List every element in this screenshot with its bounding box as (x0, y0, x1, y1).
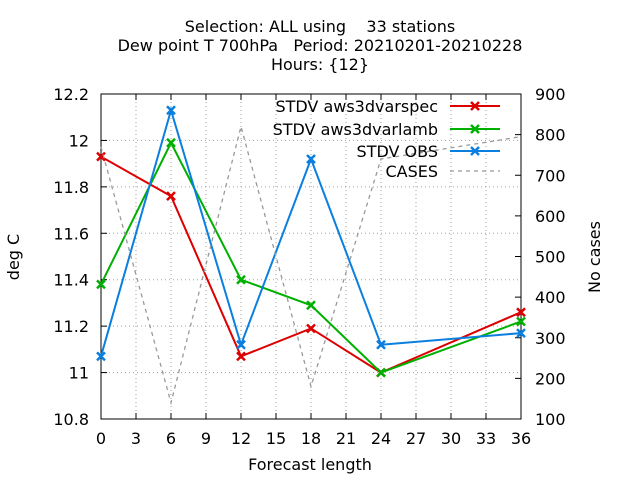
y2-tick-label: 900 (535, 85, 566, 104)
legend-label: STDV aws3dvarlamb (273, 120, 438, 139)
y-axis-label: deg C (4, 234, 23, 280)
x-tick-label: 9 (201, 429, 211, 448)
x-tick-label: 15 (266, 429, 286, 448)
data-point-marker (306, 300, 316, 311)
title-line-3: Hours: {12} (270, 55, 370, 74)
data-point-marker (516, 307, 526, 318)
y-tick-label: 11.6 (53, 224, 89, 243)
data-point-marker (516, 316, 526, 327)
axis-ticks: 0 3 6 9 12 15 18 21 24 27 30 33 3610.81111.211.411.6… (53, 85, 565, 448)
legend-marker (470, 124, 480, 134)
x-tick-label: 33 (476, 429, 496, 448)
title-line-1: Selection: ALL using 33 stations (184, 17, 456, 36)
data-point-marker (96, 151, 106, 162)
data-point-marker (306, 323, 316, 334)
legend-label: STDV aws3dvarspec (275, 97, 438, 116)
data-point-marker (306, 154, 316, 164)
y-tick-label: 12 (69, 131, 89, 150)
grid (101, 94, 521, 419)
series-line (100, 140, 522, 374)
legend-marker (470, 146, 480, 156)
data-point-marker (236, 339, 246, 350)
y-tick-label: 11 (69, 364, 89, 383)
x-tick-label: 21 (336, 429, 356, 448)
series-1 (96, 137, 526, 378)
data-point-marker (166, 137, 176, 148)
series-2 (96, 105, 526, 362)
data-point-marker (236, 351, 246, 362)
title-line-2: Dew point T 700hPa Period: 20210201-2021… (117, 36, 523, 55)
data-point-marker (96, 279, 106, 290)
series-lines (96, 105, 526, 406)
y2-tick-label: 600 (535, 207, 566, 226)
x-tick-label: 3 (131, 429, 141, 448)
y-tick-label: 11.4 (53, 271, 89, 290)
data-point-marker (236, 274, 246, 285)
x-axis-label: Forecast length (248, 455, 372, 474)
data-point-marker (96, 351, 106, 362)
y2-tick-label: 700 (535, 166, 566, 185)
y2-tick-label: 400 (535, 288, 566, 307)
data-point-marker (376, 339, 386, 350)
x-tick-label: 6 (166, 429, 176, 448)
data-point-marker (376, 367, 386, 378)
data-point-marker (166, 105, 176, 116)
y-tick-label: 11.8 (53, 178, 89, 197)
series-line (100, 155, 522, 374)
x-tick-label: 24 (371, 429, 391, 448)
x-tick-label: 36 (511, 429, 531, 448)
y-tick-label: 10.8 (53, 410, 89, 429)
legend-marker (470, 101, 480, 111)
x-tick-label: 12 (231, 429, 251, 448)
data-point-marker (516, 328, 526, 338)
series-line (100, 106, 522, 357)
x-tick-label: 0 (96, 429, 106, 448)
legend-label: STDV OBS (357, 142, 438, 161)
data-point-marker (166, 191, 176, 202)
y2-tick-label: 300 (535, 329, 566, 348)
y2-axis-label: No cases (585, 221, 604, 293)
series-line (100, 123, 522, 406)
y-tick-label: 12.2 (53, 85, 89, 104)
y-tick-label: 11.2 (53, 317, 89, 336)
legend: STDV aws3dvarspec STDV aws3dvarlamb STDV O… (273, 97, 500, 181)
x-tick-label: 30 (441, 429, 461, 448)
legend-label: CASES (385, 162, 438, 181)
x-tick-label: 18 (301, 429, 321, 448)
y2-tick-label: 500 (535, 248, 566, 267)
y2-tick-label: 100 (535, 410, 566, 429)
x-tick-label: 27 (406, 429, 426, 448)
series-3 (100, 123, 522, 406)
y2-tick-label: 800 (535, 126, 566, 145)
y2-tick-label: 200 (535, 369, 566, 388)
